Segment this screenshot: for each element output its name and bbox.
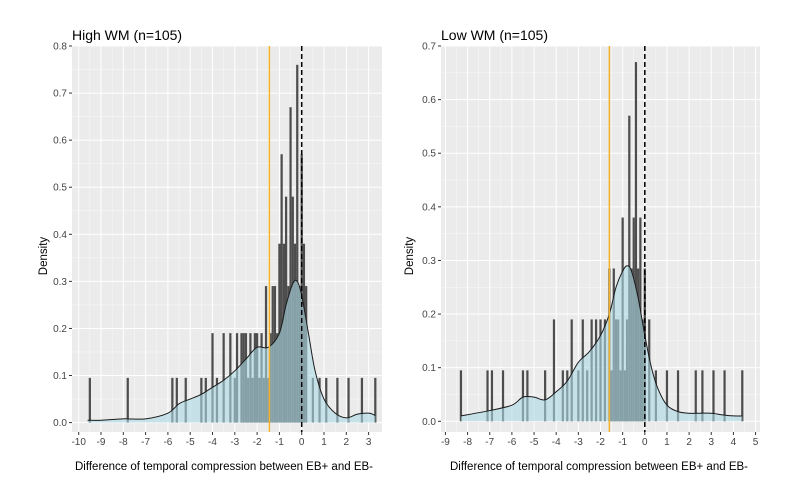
y-tick-label: 0.4 (53, 230, 67, 241)
histogram-bar (289, 107, 292, 423)
density-area (460, 265, 743, 422)
x-tick-label: -8 (463, 437, 472, 448)
x-tick-label: 3 (708, 437, 714, 448)
x-tick-label: -9 (441, 437, 450, 448)
y-tick-label: 0.7 (422, 42, 436, 53)
panel-background (72, 46, 382, 432)
x-tick-label: -4 (208, 437, 217, 448)
x-tick-label: 4 (731, 437, 737, 448)
y-tick-label: 0.1 (422, 363, 436, 374)
x-tick-label: -10 (71, 437, 86, 448)
x-axis-title: Difference of temporal compression betwe… (75, 461, 373, 473)
x-tick-label: 1 (321, 437, 327, 448)
y-tick-label: 0.3 (422, 256, 436, 267)
histogram-bar (171, 377, 174, 423)
panel-high-wm: High WM (n=105) Density Difference of te… (38, 27, 382, 473)
histogram-bar (521, 370, 525, 422)
histogram-bar (347, 377, 350, 423)
histogram-bar (490, 370, 494, 422)
y-tick-label: 0.0 (422, 417, 436, 428)
x-tick-label: -4 (552, 437, 561, 448)
y-tick-label: 0.0 (53, 418, 67, 429)
y-axis-title: Density (404, 237, 416, 276)
x-tick-label: -5 (186, 437, 195, 448)
histogram-bar (126, 377, 129, 423)
x-tick-label: -5 (530, 437, 539, 448)
x-tick-label: 0 (299, 437, 305, 448)
x-tick-label: -6 (507, 437, 516, 448)
histogram-bar (175, 377, 178, 423)
x-tick-label: -6 (163, 437, 172, 448)
density-curve (87, 279, 376, 421)
x-tick-label: 0 (642, 437, 648, 448)
panel-title: Low WM (n=105) (441, 27, 548, 43)
x-tick-label: 3 (366, 437, 372, 448)
histogram-bar (360, 377, 364, 423)
x-tick-label: -9 (97, 437, 106, 448)
y-tick-label: 0.5 (422, 149, 436, 160)
panel-low-wm: Low WM (n=105) Density Difference of tem… (404, 27, 760, 473)
histogram-bar (570, 319, 573, 422)
y-tick-label: 0.7 (53, 89, 67, 100)
histogram-bar (676, 370, 680, 422)
histogram-bar (712, 370, 715, 422)
density-curve (460, 265, 743, 417)
histogram-bar (694, 370, 697, 422)
x-tick-label: -2 (596, 437, 605, 448)
histogram-bar (701, 370, 704, 422)
x-tick-label: 5 (753, 437, 759, 448)
x-tick-label: 2 (344, 437, 350, 448)
histogram-bar (501, 370, 505, 422)
x-tick-label: 1 (664, 437, 670, 448)
x-tick-label: -8 (119, 437, 128, 448)
histogram-bar (280, 154, 283, 423)
histogram-bar (526, 370, 529, 422)
histogram-bar (665, 370, 669, 422)
x-tick-label: -3 (230, 437, 239, 448)
x-tick-label: -3 (574, 437, 583, 448)
histogram-bar (459, 370, 463, 422)
histogram-bar (544, 370, 547, 422)
plot-area (72, 45, 382, 432)
histogram-bar (741, 370, 744, 422)
y-tick-label: 0.5 (53, 183, 67, 194)
histogram-bar (325, 377, 328, 423)
histogram-bar (222, 333, 225, 423)
x-tick-label: -7 (485, 437, 494, 448)
histogram-bar (486, 370, 489, 422)
y-tick-label: 0.2 (422, 310, 436, 321)
histogram-bar (723, 370, 726, 422)
histogram-bar (336, 377, 339, 423)
x-tick-label: -1 (618, 437, 627, 448)
histogram-bar (211, 333, 214, 423)
density-area (87, 280, 376, 423)
plot-area (441, 45, 760, 432)
y-tick-label: 0.6 (53, 136, 67, 147)
y-axis-title: Density (38, 237, 50, 276)
histogram-bar (374, 377, 377, 423)
x-tick-label: -7 (141, 437, 150, 448)
x-tick-label: 2 (686, 437, 692, 448)
histogram-bar (634, 62, 638, 422)
y-tick-label: 0.8 (53, 42, 67, 53)
y-tick-label: 0.6 (422, 95, 436, 106)
x-axis-title: Difference of temporal compression betwe… (450, 461, 748, 473)
x-tick-label: -2 (253, 437, 262, 448)
panel-title: High WM (n=105) (72, 27, 182, 43)
histogram-bar (296, 64, 299, 423)
histogram-bar (552, 319, 556, 422)
y-tick-label: 0.4 (422, 202, 436, 213)
x-tick-label: -1 (275, 437, 284, 448)
y-tick-label: 0.2 (53, 324, 67, 335)
histogram-bar (88, 377, 91, 423)
y-tick-label: 0.1 (53, 371, 67, 382)
y-tick-label: 0.3 (53, 277, 67, 288)
